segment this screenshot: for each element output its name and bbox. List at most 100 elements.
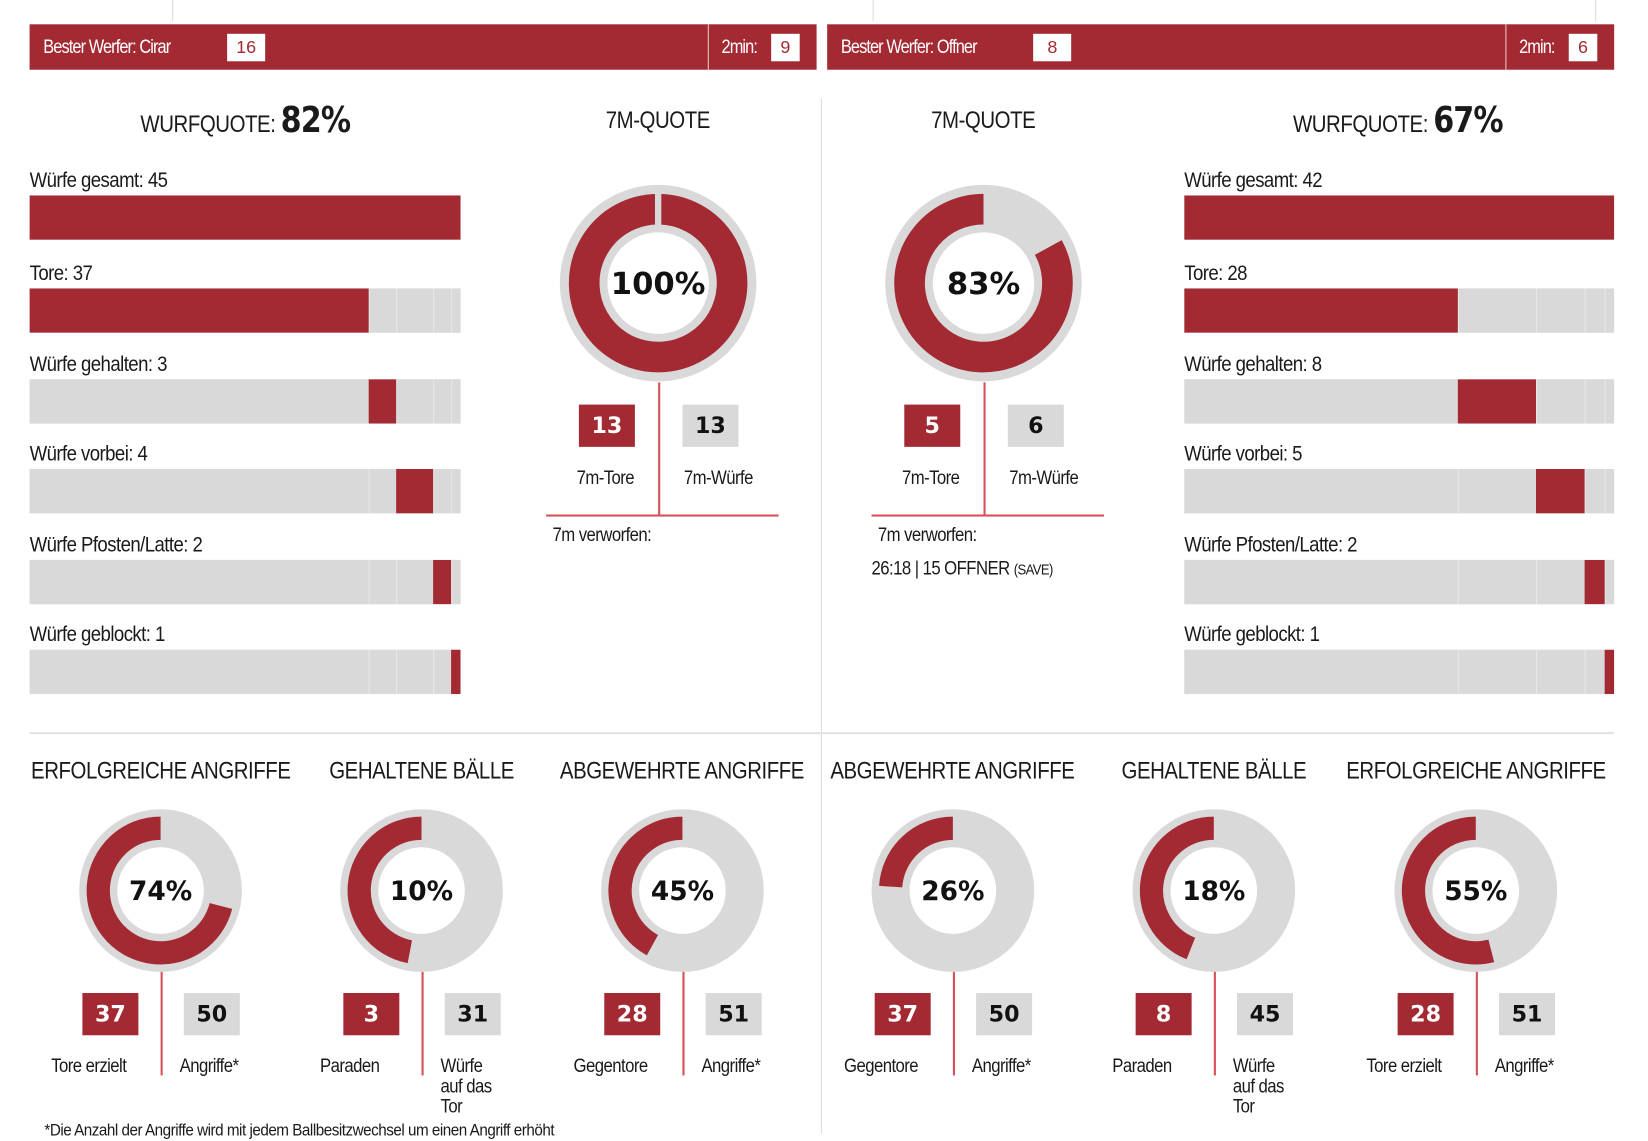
bar-separator bbox=[451, 469, 453, 514]
donut-title: GEHALTENE BÄLLE bbox=[263, 756, 580, 785]
bar-separator bbox=[433, 649, 435, 695]
bar-separator bbox=[451, 559, 453, 605]
bar-label: Würfe geblockt: 1 bbox=[1184, 623, 1320, 647]
section-divider bbox=[29, 732, 1615, 735]
team-header: Bester Werfer: Offner 8 2min: 6 bbox=[827, 24, 1615, 70]
bar-separator bbox=[368, 649, 370, 695]
bar-separator bbox=[1536, 288, 1538, 333]
bar-separator bbox=[368, 288, 370, 333]
donut-gray-label: Angriffe* bbox=[1494, 1055, 1554, 1077]
best-thrower-label: Bester Werfer: Cirar bbox=[43, 35, 171, 58]
donut-percent: 100% bbox=[611, 267, 706, 302]
bar-label: Tore: 28 bbox=[1184, 261, 1247, 286]
divider-line bbox=[871, 514, 1104, 517]
donut-gray-value: 45 bbox=[1237, 993, 1294, 1036]
bar-separator bbox=[368, 559, 370, 605]
donut-percent: 55% bbox=[1444, 876, 1507, 907]
bar-fill bbox=[433, 559, 452, 605]
stat-bar bbox=[1184, 288, 1615, 333]
donut-arc bbox=[1401, 816, 1495, 965]
best-thrower-goals: 16 bbox=[227, 33, 266, 62]
wurfquote-title: WURFQUOTE: 67% bbox=[1239, 99, 1556, 141]
donut-percent: 83% bbox=[947, 267, 1020, 302]
stat-bar bbox=[1184, 469, 1615, 514]
divider-line bbox=[952, 971, 955, 1076]
donut-red-value: 28 bbox=[604, 993, 661, 1036]
donut-percent: 10% bbox=[390, 876, 453, 907]
donut-gray-label: Angriffe* bbox=[701, 1055, 761, 1077]
bar-fill bbox=[1604, 649, 1615, 695]
divider bbox=[172, 0, 174, 22]
bar-separator bbox=[1457, 469, 1459, 514]
bar-fill bbox=[1536, 469, 1585, 514]
bar-fill bbox=[29, 195, 461, 240]
bar-label: Würfe Pfosten/Latte: 2 bbox=[29, 533, 203, 557]
bar-separator bbox=[1536, 379, 1538, 424]
sevenm-missed-entry: 26:18 | 15 OFFNER (SAVE) bbox=[871, 557, 1054, 580]
stat-bar bbox=[29, 288, 461, 333]
sevenm-attempts-label: 7m-Würfe bbox=[1009, 466, 1079, 489]
donut-gray-value: 50 bbox=[976, 993, 1033, 1036]
donut-title-text: GEHALTENE BÄLLE bbox=[1121, 756, 1307, 784]
stat-donut: 74% bbox=[79, 809, 242, 972]
donut-red-value: 37 bbox=[874, 993, 931, 1036]
bar-separator bbox=[396, 559, 398, 605]
header-divider bbox=[707, 24, 709, 70]
two-min-label: 2min: bbox=[721, 35, 758, 58]
donut-arc bbox=[608, 816, 683, 956]
wurfquote-title: WURFQUOTE: 82% bbox=[87, 99, 404, 141]
donut-gray-value: 50 bbox=[183, 993, 240, 1036]
sevenm-title-text: 7M-QUOTE bbox=[931, 105, 1036, 134]
sevenm-title: 7M-QUOTE bbox=[500, 106, 817, 135]
sevenm-attempts: 6 bbox=[1007, 404, 1064, 447]
donut-gray-value: 31 bbox=[444, 993, 501, 1036]
bar-separator bbox=[1604, 469, 1606, 514]
donut-center bbox=[1170, 847, 1258, 934]
wurfquote-label: WURFQUOTE: bbox=[1292, 109, 1428, 138]
bar-label: Würfe Pfosten/Latte: 2 bbox=[1184, 533, 1357, 557]
donut-title: ABGEWEHRTE ANGRIFFE bbox=[524, 756, 841, 785]
stat-bar bbox=[1184, 195, 1615, 240]
donut-title-text: ABGEWEHRTE ANGRIFFE bbox=[830, 756, 1076, 784]
donut-title: GEHALTENE BÄLLE bbox=[1055, 756, 1372, 785]
donut-title-text: ABGEWEHRTE ANGRIFFE bbox=[560, 756, 805, 784]
stat-bar bbox=[1184, 559, 1615, 605]
donut-arc bbox=[347, 816, 422, 964]
bar-separator bbox=[451, 379, 453, 424]
missed-entry-text: 26:18 | 15 OFFNER bbox=[871, 557, 1011, 579]
sevenm-missed-label: 7m verworfen: bbox=[877, 523, 977, 546]
bar-label: Würfe gehalten: 3 bbox=[29, 352, 168, 377]
best-thrower-label: Bester Werfer: Offner bbox=[840, 35, 978, 58]
sevenm-goals-label: 7m-Tore bbox=[901, 466, 960, 489]
divider-line bbox=[546, 514, 779, 517]
bar-fill bbox=[29, 288, 369, 333]
sevenm-goals: 5 bbox=[904, 404, 961, 447]
divider-line bbox=[1213, 971, 1216, 1076]
donut-arc bbox=[879, 816, 954, 888]
bar-separator bbox=[1536, 559, 1538, 605]
donut-center bbox=[639, 847, 726, 934]
bar-separator bbox=[396, 379, 398, 424]
bar-fill bbox=[451, 649, 461, 695]
donut-title: ABGEWEHRTE ANGRIFFE bbox=[794, 756, 1111, 785]
stat-donut: 55% bbox=[1394, 809, 1558, 972]
sevenm-title: 7M-QUOTE bbox=[825, 106, 1142, 135]
donut-red-label: Tore erzielt bbox=[1366, 1055, 1442, 1077]
donut-gray-value: 51 bbox=[705, 993, 762, 1036]
donut-red-label: Paraden bbox=[1112, 1055, 1172, 1077]
divider-line bbox=[160, 971, 163, 1076]
bar-separator bbox=[1584, 288, 1586, 333]
stat-bar bbox=[29, 469, 461, 514]
wurfquote-label: WURFQUOTE: bbox=[140, 109, 276, 138]
missed-entry-note: (SAVE) bbox=[1013, 560, 1054, 578]
donut-red-value: 3 bbox=[343, 993, 400, 1036]
donut-center bbox=[909, 847, 997, 934]
bar-separator bbox=[1604, 288, 1606, 333]
bar-separator bbox=[1457, 649, 1459, 695]
bar-label: Würfe gehalten: 8 bbox=[1184, 352, 1322, 377]
donut-percent: 26% bbox=[921, 876, 984, 907]
donut-red-label: Paraden bbox=[319, 1055, 380, 1077]
divider-line bbox=[421, 971, 424, 1076]
donut-center bbox=[1432, 847, 1520, 934]
divider-line bbox=[658, 382, 660, 516]
